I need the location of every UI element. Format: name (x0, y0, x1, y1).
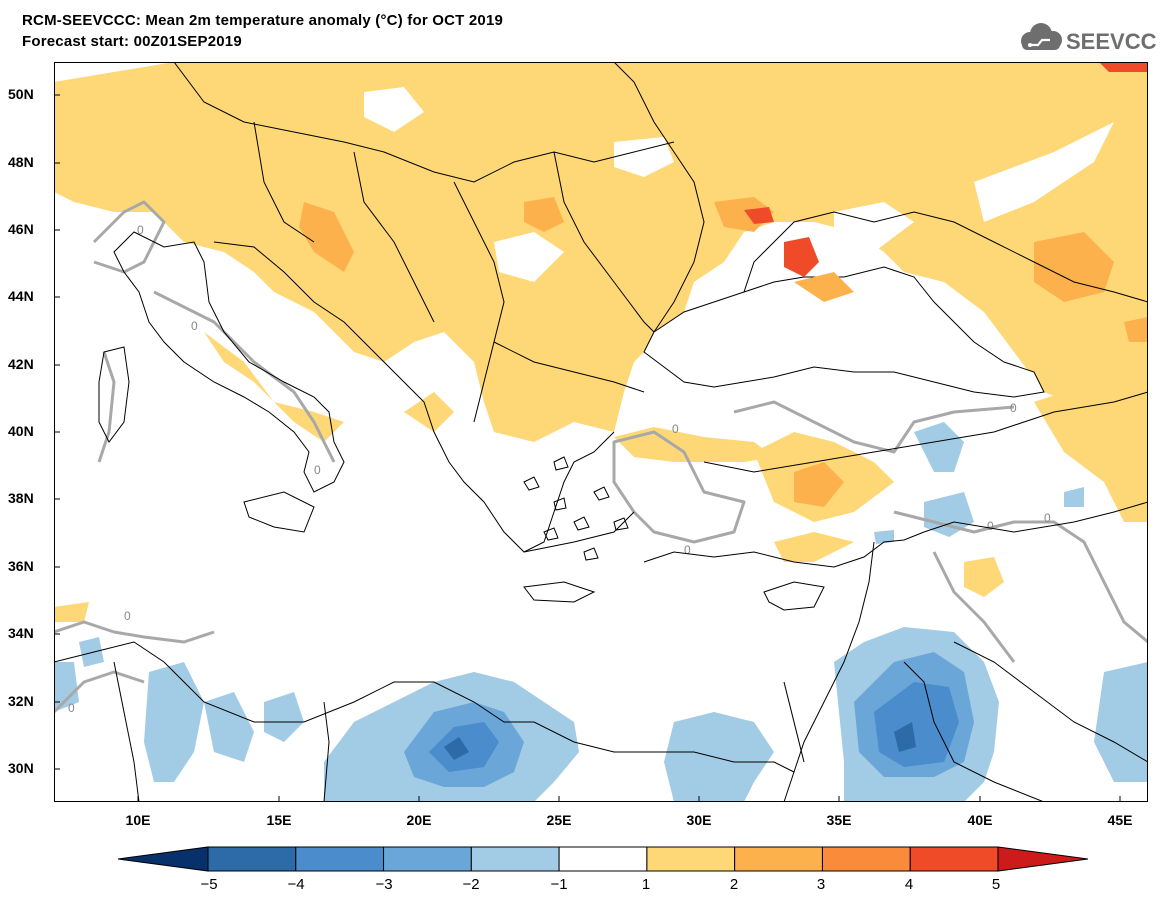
lat-label-34n: 34N (8, 625, 34, 641)
colorbar-label-minus3: −3 (375, 876, 393, 893)
contour-label: 0 (1044, 511, 1051, 525)
lon-label-40e: 40E (967, 812, 993, 828)
contour-label: 0 (137, 223, 144, 237)
colorbar-label-4: 4 (904, 876, 914, 893)
colorbar-bin (207, 846, 297, 872)
aegean-islands (523, 456, 629, 561)
lat-label-50n: 50N (8, 86, 34, 102)
lon-label-25e: 25E (546, 812, 572, 828)
colorbar-bin (558, 846, 648, 872)
colorbar-label-5: 5 (991, 876, 1001, 893)
colorbar-bin (997, 846, 1088, 872)
contour-label: 0 (314, 463, 321, 477)
lon-label-45e: 45E (1107, 812, 1133, 828)
anomaly-map: 0 0 0 0 0 0 0 0 0 0 (54, 62, 1148, 802)
forecast-start-label: Forecast start: 00Z01SEP2019 (22, 33, 242, 50)
lat-label-44n: 44N (8, 288, 34, 304)
contour-label: 0 (987, 519, 994, 533)
colorbar-label-2: 2 (729, 876, 739, 893)
colorbar-bin (295, 846, 385, 872)
colorbar-label-1: 1 (641, 876, 651, 893)
colorbar-label-minus2: −2 (462, 876, 480, 893)
anomaly-fill-plus2 (299, 197, 1148, 507)
contour-label: 0 (124, 609, 131, 623)
colorbar-bin (118, 846, 209, 872)
colorbar-label-minus5: −5 (200, 876, 218, 893)
lat-label-30n: 30N (8, 760, 34, 776)
colorbar-bin (909, 846, 999, 872)
lon-label-15e: 15E (266, 812, 292, 828)
anomaly-fill-minus4 (444, 722, 916, 760)
lon-label-20e: 20E (406, 812, 432, 828)
contour-label: 0 (191, 319, 198, 333)
lat-label-42n: 42N (8, 356, 34, 372)
lon-label-35e: 35E (826, 812, 852, 828)
logo-text: SEEVCCC (1066, 29, 1156, 54)
colorbar-label-minus4: −4 (287, 876, 305, 893)
anomaly-fill-neutral (124, 87, 1114, 282)
colorbar (118, 846, 1088, 872)
lat-label-46n: 46N (8, 221, 34, 237)
lon-label-30e: 30E (686, 812, 712, 828)
lat-label-36n: 36N (8, 558, 34, 574)
contour-label: 0 (684, 543, 691, 557)
coastlines-borders (54, 62, 1148, 802)
seevccc-logo: SEEVCCC (1021, 23, 1156, 54)
cloud-icon (1021, 23, 1062, 50)
lon-label-10e: 10E (125, 812, 151, 828)
colorbar-label-minus1: −1 (550, 876, 568, 893)
black-sea (643, 266, 1045, 398)
anomaly-fill-plus4 (744, 62, 1148, 277)
contour-label: 0 (672, 422, 679, 436)
zero-contour-labels: 0 0 0 0 0 0 0 0 0 0 (68, 223, 1051, 715)
colorbar-bin (470, 846, 560, 872)
lat-label-40n: 40N (8, 423, 34, 439)
contour-label: 0 (1010, 401, 1017, 415)
axis-ticks (54, 94, 1121, 802)
map-title: RCM-SEEVCCC: Mean 2m temperature anomaly… (22, 12, 504, 29)
colorbar-bin (821, 846, 911, 872)
colorbar-label-3: 3 (816, 876, 826, 893)
lat-label-48n: 48N (8, 154, 34, 170)
lat-label-38n: 38N (8, 490, 34, 506)
lat-label-32n: 32N (8, 693, 34, 709)
colorbar-bin (383, 846, 472, 872)
colorbar-bin (646, 846, 736, 872)
zero-contours (54, 200, 1148, 714)
contour-label: 0 (68, 701, 75, 715)
colorbar-bin (734, 846, 823, 872)
